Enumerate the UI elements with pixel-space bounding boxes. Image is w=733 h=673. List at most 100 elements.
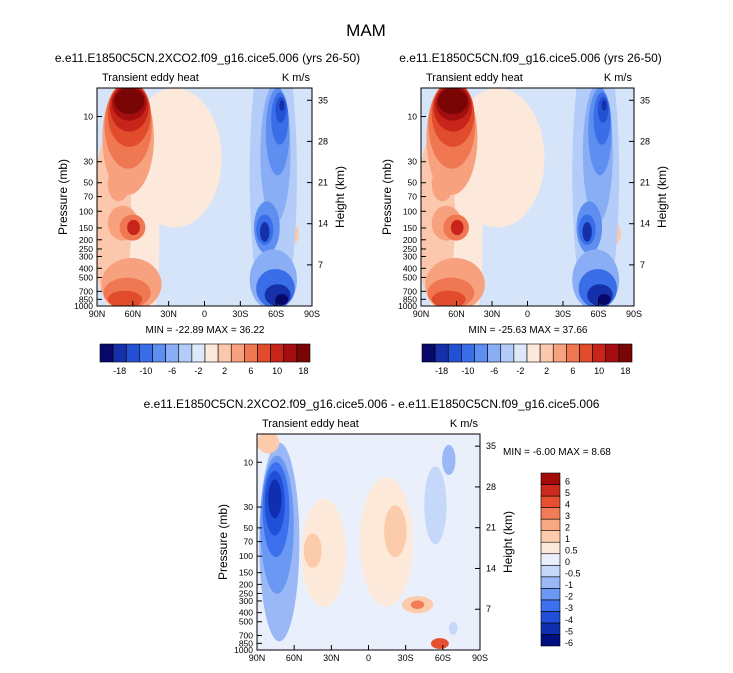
y-tick-label: 150 [239,568,253,578]
y-tick-label: 200 [403,235,417,245]
y-tick-label: 850 [403,294,417,304]
colorbar-label: 5 [565,488,570,498]
y-tick-label: 70 [408,192,418,202]
y-tick-label: 500 [403,272,417,282]
x-tick-label: 90N [89,309,106,319]
colorbar-swatch [540,530,561,543]
colorbar-swatch [540,495,561,508]
y-right-tick-label: 14 [318,219,328,229]
colorbar-swatch [500,343,515,363]
colorbar-label: -1 [565,580,573,590]
colorbar-label: 6 [248,366,253,376]
y-tick-label: 250 [403,244,417,254]
colorbar-swatch [152,343,166,363]
colorbar-swatch [526,343,541,363]
contour-region-15 [448,621,458,635]
colorbar-label: 10 [594,366,604,376]
y-tick-label: 200 [79,235,93,245]
colorbar-label: -18 [435,366,448,376]
colorbar-label: -4 [565,615,573,625]
colorbar-label: 2 [222,366,227,376]
contour-region-13 [442,444,456,476]
x-tick-label: 90N [249,653,266,663]
colorbar-swatch [592,343,607,363]
panel-right: e.e11.E1850C5CN.f09_g16.cice5.006 (yrs 2… [380,51,669,319]
panel-right-label: K m/s [450,418,479,430]
y-tick-label: 200 [239,579,253,589]
colorbar-swatch [99,343,114,363]
y-right-axis-label: Height (km) [655,166,669,228]
panel-right-label: K m/s [604,72,633,84]
x-tick-label: 0 [525,309,530,319]
panel-left: e.e11.E1850C5CN.2XCO2.f09_g16.cice5.006 … [55,51,360,319]
colorbar-swatch [474,343,488,363]
y-tick-label: 700 [239,630,253,640]
contour-region-9 [384,505,407,558]
colorbar-swatch [540,541,561,555]
colorbar-swatch [230,343,245,363]
colorbar-label: -6 [490,366,498,376]
x-tick-label: 60S [268,309,284,319]
y-right-tick-label: 21 [318,178,328,188]
colorbar-swatch [296,343,311,363]
colorbar-label: 2 [544,366,549,376]
colorbar-label: 6 [570,366,575,376]
panel-left-label: Transient eddy heat [102,72,199,84]
panel-title: e.e11.E1850C5CN.2XCO2.f09_g16.cice5.006 … [55,51,360,65]
x-tick-label: 60N [125,309,142,319]
y-tick-label: 150 [403,223,417,233]
x-tick-label: 90N [413,309,430,319]
colorbar-label: 4 [565,499,570,509]
x-tick-label: 0 [202,309,207,319]
y-tick-label: 10 [84,112,94,122]
y-axis-label: Pressure (mb) [56,159,70,235]
y-right-tick-label: 35 [640,95,650,105]
panel-left-label: Transient eddy heat [426,72,523,84]
figure-title: MAM [346,21,386,40]
y-tick-label: 30 [408,157,418,167]
x-tick-label: 60S [590,309,606,319]
colorbar-swatch [579,343,593,363]
colorbar-label: -5 [565,626,573,636]
colorbar-swatch [421,343,436,363]
colorbar-label: -3 [565,603,573,613]
panels: e.e11.E1850C5CN.2XCO2.f09_g16.cice5.006 … [55,51,669,663]
y-right-axis-label: Height (km) [501,511,515,573]
colorbar-swatch [139,343,153,363]
y-right-axis-label: Height (km) [333,166,347,228]
y-right-tick-label: 21 [486,523,496,533]
x-tick-label: 30N [323,653,340,663]
colorbar-label: -2 [516,366,524,376]
y-tick-label: 50 [84,178,94,188]
contour-region-8 [257,434,280,454]
y-right-tick-label: 7 [640,260,645,270]
y-tick-label: 100 [239,551,253,561]
contour-region-8 [114,88,145,115]
colorbar-label: -6 [168,366,176,376]
colorbar-label: -6 [565,638,573,648]
y-right-tick-label: 14 [486,563,496,573]
colorbar-swatch [112,343,127,363]
x-tick-label: 30N [484,309,501,319]
colorbar-label: -2 [565,592,573,602]
colorbar-label: 1 [565,534,570,544]
y-tick-label: 250 [239,588,253,598]
contour-region-12 [107,166,130,202]
y-tick-label: 30 [84,157,94,167]
colorbar-swatch [540,472,561,485]
contour-region-11 [410,600,425,609]
colorbar-swatch [165,343,180,363]
colorbar-swatch [540,634,561,647]
x-tick-label: 30N [160,309,177,319]
y-tick-label: 1000 [74,301,93,311]
colorbar-label: -10 [461,366,474,376]
x-tick-label: 60N [448,309,465,319]
colorbar-label: -10 [139,366,152,376]
colorbar-swatch [244,343,258,363]
y-tick-label: 30 [244,502,254,512]
y-tick-label: 50 [408,178,418,188]
colorbar-swatch [540,507,561,520]
x-tick-label: 90S [304,309,320,319]
contour-region-22 [601,99,607,111]
panel-left-stats: MIN = -22.89 MAX = 36.22 [146,325,265,336]
